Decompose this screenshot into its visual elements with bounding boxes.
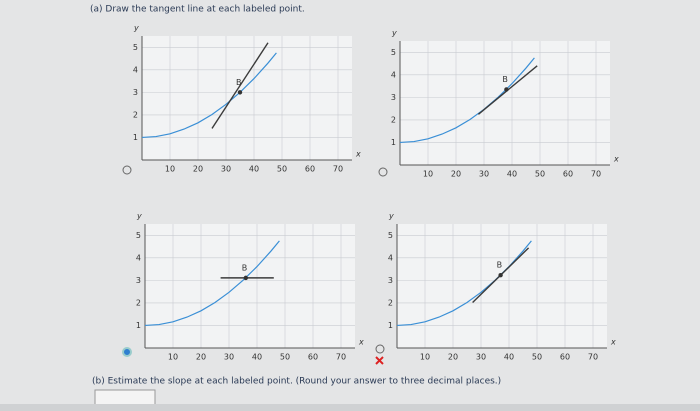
y-axis-label: y (136, 212, 142, 221)
y-tick-label: 3 (136, 276, 141, 285)
part-a-text: (a) Draw the tangent line at each labele… (90, 5, 305, 15)
x-tick-label: 60 (308, 353, 318, 362)
point (504, 87, 509, 92)
x-tick-label: 20 (196, 353, 206, 362)
part-b-text: (b) Estimate the slope at each labeled p… (92, 377, 501, 387)
y-tick-label: 2 (136, 298, 141, 307)
y-tick-label: 5 (388, 231, 393, 240)
y-tick-label: 5 (133, 43, 138, 52)
y-tick-label: 4 (388, 253, 393, 262)
plot-area (145, 224, 355, 348)
x-tick-label: 40 (249, 165, 259, 174)
y-tick-label: 1 (136, 321, 141, 330)
radio[interactable] (378, 167, 388, 177)
y-tick-label: 2 (391, 115, 396, 124)
radio-selected[interactable] (122, 347, 132, 357)
y-axis-label: y (133, 24, 139, 33)
x-tick-label: 70 (336, 353, 346, 362)
y-axis-label: y (391, 29, 397, 38)
x-tick-label: 60 (563, 170, 573, 179)
y-tick-label: 5 (391, 48, 396, 57)
x-tick-label: 10 (165, 165, 175, 174)
x-tick-label: 20 (448, 353, 458, 362)
x-tick-label: 50 (532, 353, 542, 362)
x-tick-label: 50 (280, 353, 290, 362)
point (237, 90, 243, 95)
x-tick-label: 30 (221, 165, 231, 174)
point (498, 272, 503, 278)
x-tick-label: 40 (252, 353, 262, 362)
radio[interactable] (122, 165, 132, 175)
plot-area (397, 224, 607, 348)
x-tick-label: 70 (588, 353, 598, 362)
y-tick-label: 4 (391, 70, 396, 79)
tangent-line (211, 42, 269, 129)
point-label: B (497, 261, 503, 270)
point-label: B (236, 78, 242, 87)
x-tick-label: 70 (591, 170, 601, 179)
y-tick-label: 1 (388, 321, 393, 330)
x-tick-label: 10 (423, 170, 433, 179)
x-tick-label: 30 (476, 353, 486, 362)
plot-area (142, 36, 352, 160)
taskbar (0, 404, 700, 411)
x-tick-label: 10 (168, 353, 178, 362)
x-tick-label: 60 (305, 165, 315, 174)
x-tick-label: 20 (193, 165, 203, 174)
y-tick-label: 3 (388, 276, 393, 285)
x-tick-label: 10 (420, 353, 430, 362)
curve (141, 52, 277, 139)
y-tick-label: 2 (388, 298, 393, 307)
y-tick-label: 4 (133, 65, 138, 74)
y-tick-label: 1 (391, 138, 396, 147)
y-tick-label: 5 (136, 231, 141, 240)
x-axis-label: x (610, 338, 616, 347)
x-tick-label: 30 (224, 353, 234, 362)
curve (399, 57, 535, 144)
curve (144, 240, 280, 327)
y-tick-label: 3 (133, 88, 138, 97)
y-tick-label: 3 (391, 93, 396, 102)
x-tick-label: 60 (560, 353, 570, 362)
x-tick-label: 40 (504, 353, 514, 362)
x-axis-label: x (358, 338, 364, 347)
y-tick-label: 1 (133, 133, 138, 142)
y-tick-label: 4 (136, 253, 141, 262)
plot-area (400, 41, 610, 165)
curve (396, 240, 532, 327)
x-tick-label: 50 (277, 165, 287, 174)
point (243, 275, 248, 281)
y-axis-label: y (388, 212, 394, 221)
x-tick-label: 30 (479, 170, 489, 179)
x-tick-label: 40 (507, 170, 517, 179)
x-tick-label: 20 (451, 170, 461, 179)
x-axis-label: x (355, 150, 361, 159)
x-tick-label: 50 (535, 170, 545, 179)
x-tick-label: 70 (333, 165, 343, 174)
y-tick-label: 2 (133, 110, 138, 119)
x-axis-label: x (613, 155, 619, 164)
radio[interactable] (375, 344, 385, 354)
point-label: B (242, 263, 248, 272)
wrong-mark (375, 356, 384, 365)
point-label: B (502, 75, 508, 84)
